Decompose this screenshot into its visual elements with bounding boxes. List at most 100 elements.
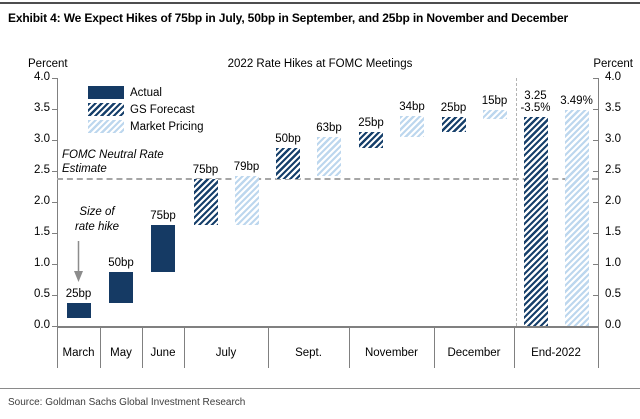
bar-end-2022-market-pricing — [564, 109, 589, 326]
x-axis-label: Sept. — [295, 347, 322, 359]
y-tick-label-left: 3.5 — [34, 102, 50, 114]
legend-swatch-hatch-dark — [88, 103, 124, 116]
y-tick-label-left: 0.5 — [34, 288, 50, 300]
y-tick-label-right: 4.0 — [605, 71, 621, 83]
y-tick-label-right: 3.0 — [605, 133, 621, 145]
y-tick-right — [593, 78, 598, 79]
x-axis-label: End-2022 — [531, 347, 581, 359]
bar-end-2022-gs-forecast — [523, 116, 548, 326]
neutral-rate-line — [57, 177, 598, 180]
end-2022-separator — [516, 78, 517, 326]
y-tick-label-right: 0.5 — [605, 288, 621, 300]
x-category-tick — [57, 326, 58, 368]
y-axis-title-right: Percent — [593, 58, 633, 70]
x-axis-label: November — [364, 347, 419, 359]
source-divider — [0, 388, 640, 389]
y-tick-label-right: 3.5 — [605, 102, 621, 114]
y-tick-label-left: 2.0 — [34, 195, 50, 207]
y-tick-right — [593, 202, 598, 203]
legend-label: Market Pricing — [130, 120, 204, 133]
bar-value-label: 75bp — [192, 163, 219, 176]
y-axis-right — [598, 78, 599, 326]
y-tick-right — [593, 233, 598, 234]
chart-title: 2022 Rate Hikes at FOMC Meetings — [227, 58, 413, 70]
bar-value-label: 25bp — [440, 101, 467, 114]
x-category-tick — [100, 326, 101, 368]
bar-november-gs-forecast — [359, 132, 383, 148]
bar-july-market-pricing — [234, 176, 259, 226]
x-axis-label: July — [215, 347, 237, 359]
y-tick-left — [52, 233, 57, 234]
bar-value-label: 50bp — [108, 256, 134, 269]
y-tick-left — [52, 140, 57, 141]
y-axis-left — [57, 78, 58, 326]
y-tick-left — [52, 326, 57, 327]
legend-item: Market Pricing — [88, 120, 204, 133]
legend-label: GS Forecast — [130, 103, 195, 116]
y-tick-right — [593, 264, 598, 265]
bar-may-actual — [109, 271, 133, 303]
bar-value-label: 15bp — [481, 94, 508, 107]
y-tick-left — [52, 264, 57, 265]
bar-value-label: 3.25 -3.5% — [520, 89, 551, 114]
y-tick-left — [52, 202, 57, 203]
bar-december-gs-forecast — [441, 116, 466, 133]
bar-sept--gs-forecast — [276, 147, 300, 179]
y-tick-right — [593, 109, 598, 110]
y-tick-label-right: 2.0 — [605, 195, 621, 207]
legend-label: Actual — [130, 86, 162, 99]
x-category-tick — [268, 326, 269, 368]
y-tick-label-left: 4.0 — [34, 71, 50, 83]
bar-december-market-pricing — [482, 109, 507, 119]
x-category-tick — [349, 326, 350, 368]
x-category-tick — [514, 326, 515, 368]
x-category-tick — [142, 326, 143, 368]
x-axis-label: May — [110, 347, 132, 359]
x-axis-label: December — [447, 347, 501, 359]
bar-value-label: 25bp — [65, 287, 92, 300]
bar-value-label: 3.49% — [560, 94, 593, 107]
x-category-tick — [434, 326, 435, 368]
annotation-down-arrow-icon — [74, 241, 83, 282]
bar-june-actual — [151, 225, 175, 272]
x-category-tick — [184, 326, 185, 368]
legend-item: Actual — [88, 86, 204, 99]
y-axis-title-left: Percent — [28, 58, 68, 70]
legend-item: GS Forecast — [88, 103, 204, 116]
x-axis-label: March — [62, 347, 95, 359]
bar-value-label: 79bp — [233, 161, 260, 174]
legend-swatch-solid — [88, 86, 124, 99]
y-tick-label-right: 0.0 — [605, 319, 621, 331]
bar-july-gs-forecast — [193, 178, 218, 226]
size-of-rate-hike-annotation: Size of rate hike — [74, 206, 120, 233]
y-tick-label-left: 2.5 — [34, 164, 50, 176]
bar-value-label: 34bp — [399, 101, 425, 114]
y-tick-right — [593, 171, 598, 172]
y-tick-right — [593, 295, 598, 296]
legend: Actual GS Forecast Market Pricing — [88, 86, 204, 137]
y-tick-left — [52, 295, 57, 296]
y-tick-label-right: 1.0 — [605, 257, 621, 269]
bar-value-label: 25bp — [358, 117, 384, 130]
y-tick-left — [52, 171, 57, 172]
bar-value-label: 75bp — [150, 210, 176, 223]
top-divider — [0, 2, 640, 4]
bar-march-actual — [66, 302, 91, 319]
y-tick-left — [52, 78, 57, 79]
y-tick-label-left: 1.0 — [34, 257, 50, 269]
y-tick-right — [593, 140, 598, 141]
legend-swatch-hatch-light — [88, 120, 124, 133]
bar-value-label: 63bp — [316, 122, 342, 135]
source-text: Source: Goldman Sachs Global Investment … — [8, 397, 246, 408]
y-tick-label-right: 2.5 — [605, 164, 621, 176]
bar-sept--market-pricing — [317, 137, 341, 177]
x-axis — [57, 326, 599, 328]
y-tick-left — [52, 109, 57, 110]
bar-november-market-pricing — [400, 116, 424, 138]
x-category-tick — [598, 326, 599, 368]
y-tick-label-left: 1.5 — [34, 226, 50, 238]
neutral-rate-label: FOMC Neutral Rate Estimate — [62, 149, 164, 175]
y-tick-label-left: 3.0 — [34, 133, 50, 145]
exhibit-title: Exhibit 4: We Expect Hikes of 75bp in Ju… — [8, 11, 568, 25]
